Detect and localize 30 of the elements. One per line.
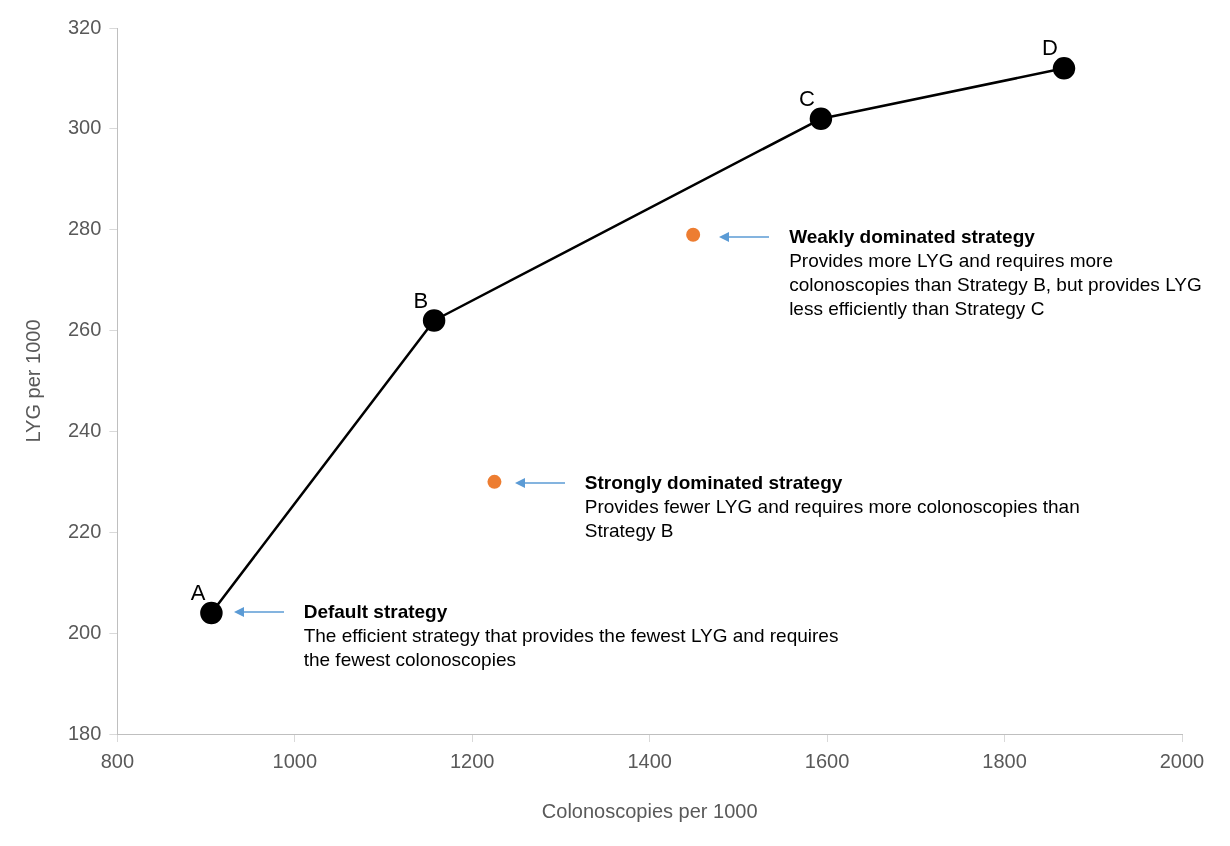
x-tick-label: 1200 <box>450 749 495 772</box>
y-axis-title: LYG per 1000 <box>21 319 44 443</box>
y-tick-label: 280 <box>67 217 102 240</box>
point <box>686 227 701 242</box>
annotation: Strongly dominated strategy Provides fewer LYG and requires more colonoscopies than Strategy B <box>584 470 1081 543</box>
annotation: Weakly dominated strategy Provides more LYG and requires more colonoscopies than Strategy B, but provides LYG less efficiently than Strategy C <box>789 224 1203 321</box>
x-tick-label: 1000 <box>272 749 318 772</box>
data-label: A <box>190 580 206 606</box>
y-tick-label: 300 <box>67 116 102 139</box>
point <box>487 474 502 489</box>
point <box>200 601 223 625</box>
x-axis-title: Colonoscopies per 1000 <box>541 799 758 822</box>
x-tick-label: 800 <box>100 749 135 772</box>
point <box>1052 57 1076 80</box>
y-tick-label: 220 <box>67 519 102 542</box>
data-label: C <box>799 85 816 111</box>
data-label: B <box>413 287 429 313</box>
y-tick-label: 240 <box>67 418 102 441</box>
y-tick-label: 260 <box>67 318 102 341</box>
x-tick-label: 1800 <box>982 749 1027 772</box>
y-tick-label: 180 <box>67 721 102 744</box>
y-tick-label: 320 <box>67 15 102 38</box>
x-tick-label: 2000 <box>1159 749 1205 772</box>
x-tick-label: 1400 <box>627 749 672 772</box>
data-label: D <box>1042 35 1058 61</box>
x-tick-label: 1600 <box>804 749 850 772</box>
y-tick-label: 200 <box>67 620 102 643</box>
point <box>422 309 446 332</box>
point <box>809 107 833 131</box>
annotation: Default strategy The efficient strategy that provides the fewest LYG and requires the fewest colonoscopies <box>303 599 840 672</box>
